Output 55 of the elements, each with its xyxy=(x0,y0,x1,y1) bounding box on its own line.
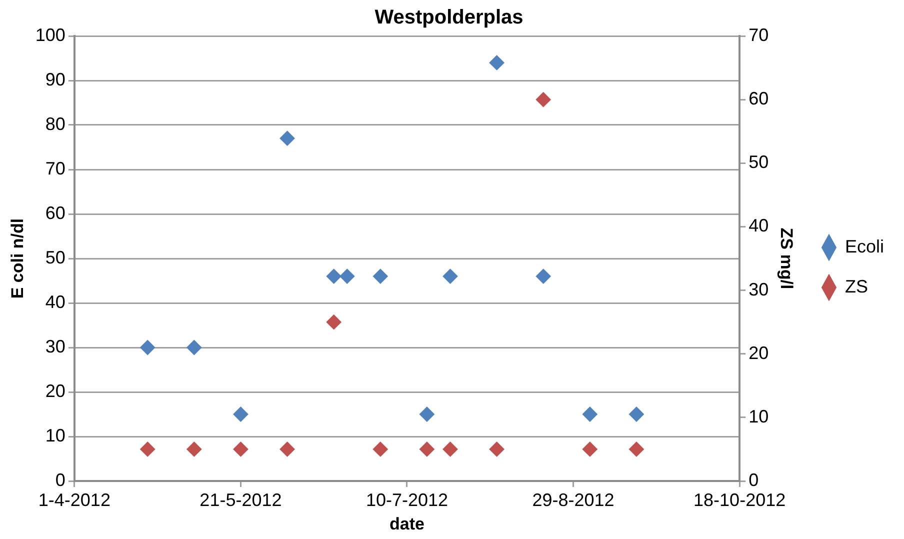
y-tick-label: 50 xyxy=(45,247,66,268)
y2-tick-label: 40 xyxy=(748,216,769,236)
y-tick-label: 90 xyxy=(45,69,66,90)
point xyxy=(628,406,644,422)
y-tick-label: 10 xyxy=(45,425,66,446)
x-tick-label: 18-10-2012 xyxy=(694,490,786,510)
point xyxy=(326,268,342,284)
y2-axis-title: ZS mg/l xyxy=(777,228,796,290)
point xyxy=(280,130,295,146)
y2-tick-label: 0 xyxy=(748,470,759,490)
y2-tick-label: 20 xyxy=(748,342,769,363)
y-tick-label: 40 xyxy=(45,292,66,312)
point xyxy=(536,268,551,284)
point xyxy=(536,92,551,108)
y2-tick-label: 70 xyxy=(748,24,769,45)
x-tick-label: 21-5-2012 xyxy=(200,490,282,510)
point xyxy=(582,406,598,422)
y-tick-label: 20 xyxy=(45,380,66,401)
point xyxy=(140,442,156,457)
y2-tick-label: 30 xyxy=(748,279,769,300)
point xyxy=(233,406,248,422)
chart-title: Westpolderplas xyxy=(374,6,524,29)
point xyxy=(419,442,434,457)
point xyxy=(442,442,458,457)
y2-tick-label: 60 xyxy=(748,88,769,109)
y-axis-title: E coli n/dl xyxy=(8,218,27,299)
x-tick-label: 1-4-2012 xyxy=(38,490,110,510)
point xyxy=(372,268,388,284)
point xyxy=(582,442,598,457)
point xyxy=(280,442,295,457)
y-tick-label: 80 xyxy=(45,114,66,134)
legend-label: Ecoli xyxy=(844,236,884,256)
point xyxy=(186,442,202,457)
x-tick-label: 10-7-2012 xyxy=(366,490,448,510)
point xyxy=(372,442,388,457)
y-tick-label: 60 xyxy=(45,202,66,223)
point xyxy=(340,268,355,284)
y2-tick-label: 50 xyxy=(748,152,769,172)
point xyxy=(489,442,504,457)
legend-label: ZS xyxy=(844,276,868,296)
y-tick-label: 0 xyxy=(55,470,66,490)
point xyxy=(140,340,156,355)
point xyxy=(419,406,434,422)
point xyxy=(628,442,644,457)
x-axis-title: date xyxy=(390,514,424,534)
y2-tick-label: 10 xyxy=(748,406,769,426)
point xyxy=(489,55,504,70)
point xyxy=(233,442,248,457)
y-tick-label: 70 xyxy=(45,158,66,178)
y-tick-label: 30 xyxy=(45,336,66,356)
point xyxy=(442,268,458,284)
point xyxy=(186,340,202,355)
y-tick-label: 100 xyxy=(35,24,66,45)
point xyxy=(326,314,342,330)
x-tick-label: 29-8-2012 xyxy=(532,490,614,510)
